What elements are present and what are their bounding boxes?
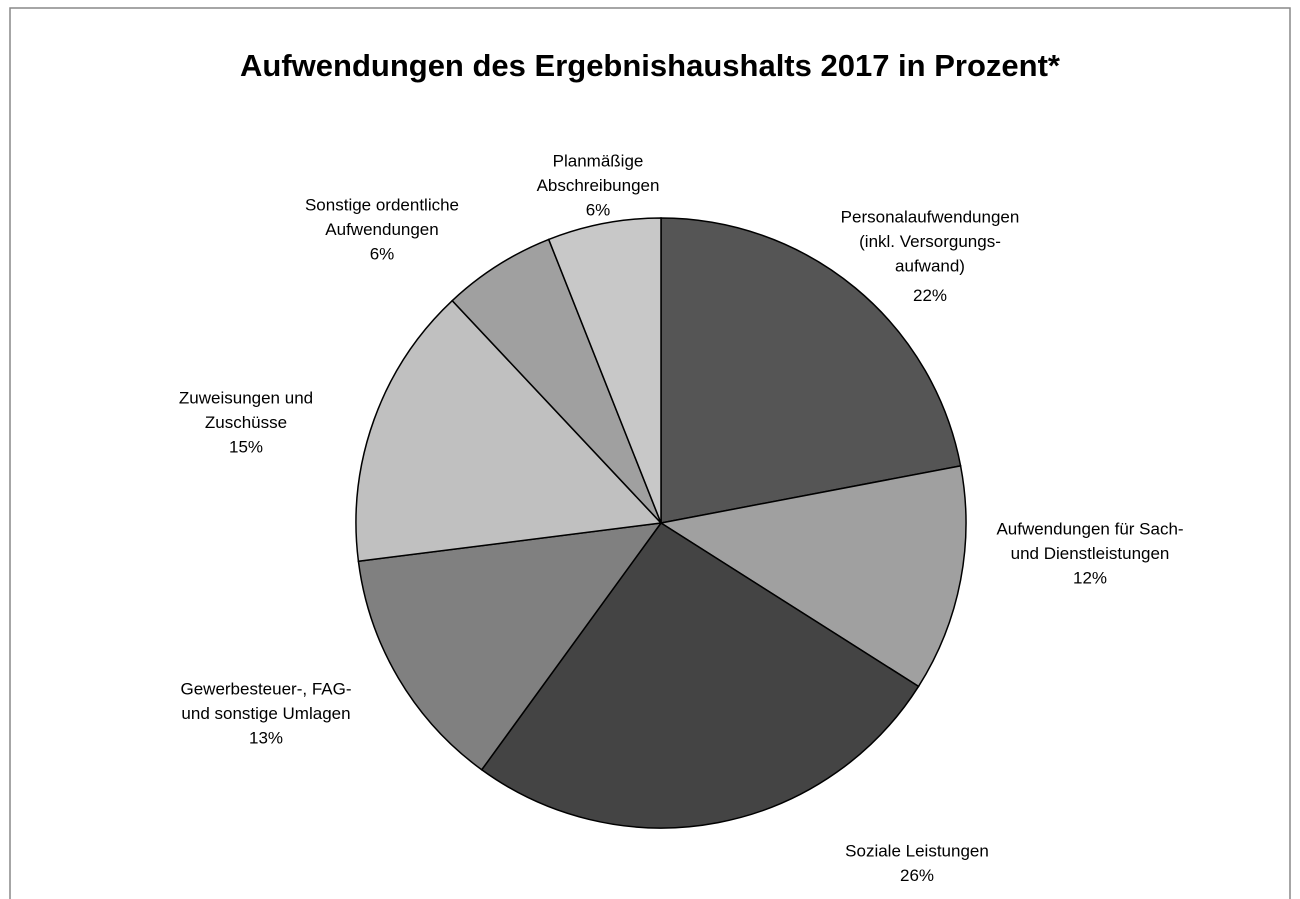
pie-slice — [547, 217, 662, 524]
slice-label: Aufwendungen für Sach- — [996, 519, 1183, 538]
slice-label: und Dienstleistungen — [1011, 544, 1170, 563]
pie-slice — [355, 299, 663, 563]
pie-slice — [660, 217, 962, 524]
slice-label: und sonstige Umlagen — [181, 704, 350, 723]
pie-slice — [480, 521, 920, 829]
value-label: 12% — [1073, 568, 1107, 587]
slice-label: Planmäßige — [553, 151, 644, 170]
slice-label: Personalaufwendungen — [841, 207, 1020, 226]
value-label: 22% — [913, 286, 947, 305]
value-label: 26% — [900, 866, 934, 885]
value-label: 15% — [229, 437, 263, 456]
slice-label: Soziale Leistungen — [845, 841, 989, 860]
slice-label: Aufwendungen — [325, 220, 438, 239]
slice-label: Zuschüsse — [205, 413, 287, 432]
slice-label: Zuweisungen und — [179, 388, 313, 407]
value-label: 13% — [249, 728, 283, 747]
pie-slice — [357, 522, 663, 771]
pie-slice — [658, 464, 967, 688]
slice-label: (inkl. Versorgungs- — [859, 232, 1001, 251]
slice-label: Sonstige ordentliche — [305, 195, 459, 214]
slice-label: Gewerbesteuer-, FAG- — [180, 679, 351, 698]
slice-label: aufwand) — [895, 256, 965, 275]
slice-label: Abschreibungen — [537, 176, 660, 195]
value-label: 6% — [586, 200, 611, 219]
chart-title: Aufwendungen des Ergebnishaushalts 2017 … — [240, 48, 1061, 83]
value-label: 6% — [370, 244, 395, 263]
